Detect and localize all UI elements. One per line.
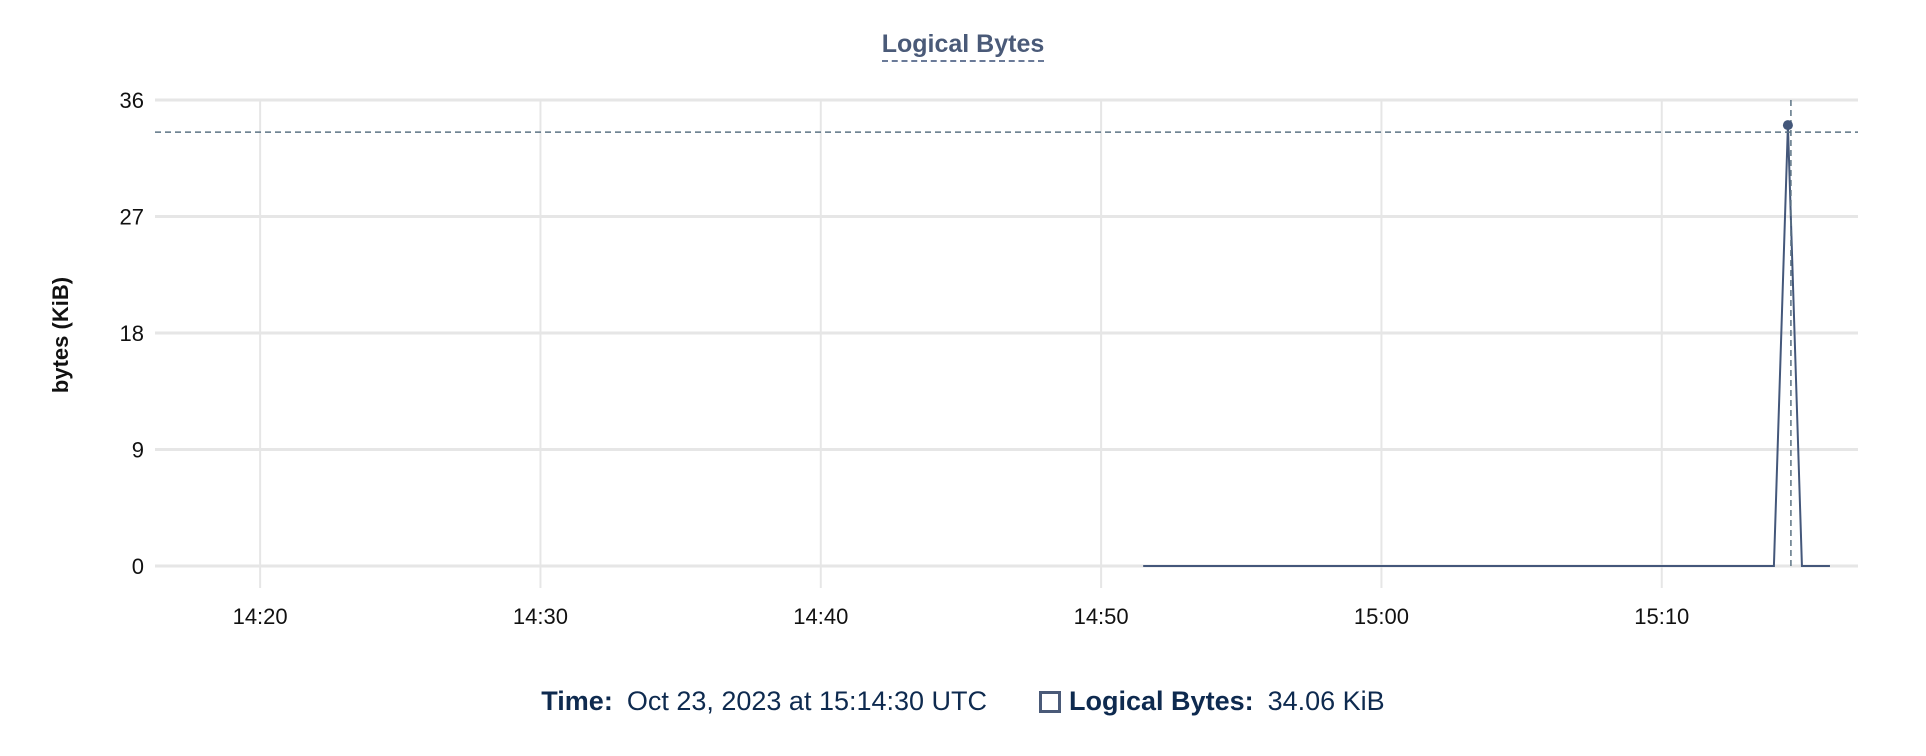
y-tick-label: 18 <box>120 321 144 346</box>
x-tick-label: 15:00 <box>1354 604 1409 629</box>
hover-legend: Time: Oct 23, 2023 at 15:14:30 UTC Logic… <box>0 686 1926 717</box>
y-tick-label: 36 <box>120 88 144 113</box>
x-tick-label: 14:30 <box>513 604 568 629</box>
x-tick-label: 14:20 <box>233 604 288 629</box>
time-label: Time: <box>541 686 613 716</box>
tick-labels: 0 9 18 27 36 14:20 14:30 14:40 14:50 15:00 15:10 <box>120 88 1690 629</box>
y-tick-label: 0 <box>132 554 144 579</box>
time-value: Oct 23, 2023 at 15:14:30 UTC <box>626 686 988 716</box>
chart-title[interactable]: Logical Bytes <box>881 30 1045 62</box>
crosshair <box>155 100 1858 566</box>
x-tick-label: 15:10 <box>1634 604 1689 629</box>
chart-title-wrap: Logical Bytes <box>0 30 1926 62</box>
x-tick-label: 14:40 <box>793 604 848 629</box>
y-axis-label: bytes (KiB) <box>48 277 73 393</box>
grid <box>155 98 1858 588</box>
series-label: Logical Bytes: <box>1069 686 1254 716</box>
y-tick-label: 27 <box>120 205 144 230</box>
series-toggle-checkbox[interactable] <box>1039 690 1062 713</box>
series-line <box>1143 125 1830 567</box>
series <box>1143 125 1830 567</box>
series-value: 34.06 KiB <box>1267 686 1385 716</box>
x-tick-label: 14:50 <box>1074 604 1129 629</box>
y-tick-label: 9 <box>132 438 144 463</box>
hover-point-marker <box>1782 120 1793 131</box>
